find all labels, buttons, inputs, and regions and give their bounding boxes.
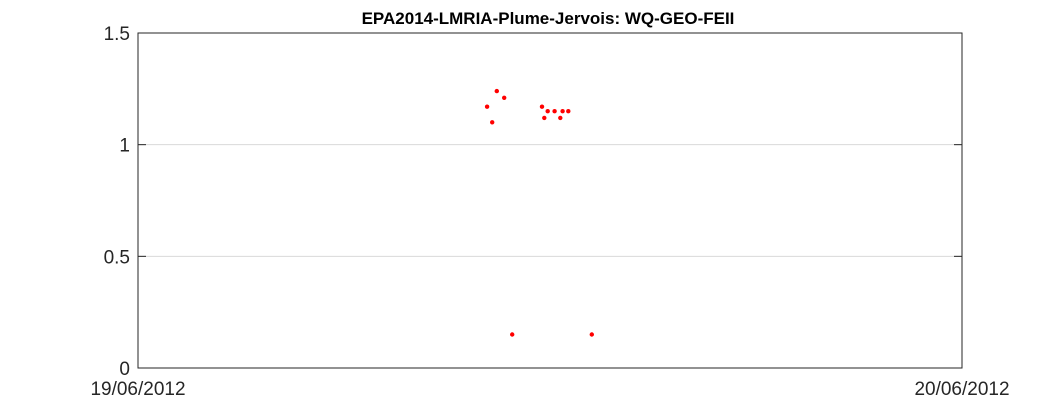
data-point	[510, 332, 515, 337]
chart-title: EPA2014-LMRIA-Plume-Jervois: WQ-GEO-FEII	[362, 9, 735, 28]
data-point	[539, 104, 545, 109]
grid-lines	[138, 144, 962, 257]
data-point	[502, 95, 507, 101]
axis-ticks: 0 0.5 1 1.5 19/06/2012 20/06/2012	[90, 24, 1009, 400]
data-point	[490, 120, 495, 125]
data-point	[552, 109, 557, 114]
y-tick-label: 0	[119, 359, 130, 380]
data-point	[545, 109, 550, 114]
data-point	[558, 115, 563, 121]
data-point	[589, 332, 594, 337]
data-point	[560, 109, 565, 114]
data-point	[494, 88, 499, 94]
y-tick-label: 0.5	[104, 247, 130, 268]
x-tick-label: 19/06/2012	[90, 379, 185, 400]
y-tick-label: 1	[119, 136, 130, 157]
data-points	[484, 88, 594, 337]
y-tick-label: 1.5	[104, 24, 130, 45]
data-point	[484, 104, 490, 109]
plot-area	[137, 32, 963, 369]
data-point	[566, 109, 571, 114]
x-tick-label: 20/06/2012	[914, 379, 1009, 400]
data-point	[542, 115, 547, 121]
